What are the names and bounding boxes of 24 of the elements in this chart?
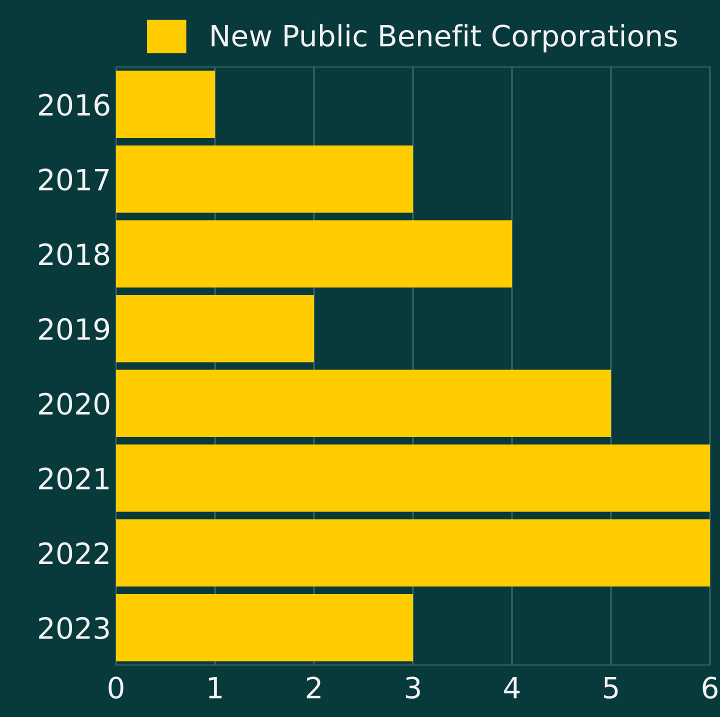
bar <box>116 370 611 438</box>
y-tick-label: 2021 <box>39 468 108 490</box>
x-tick-label: 5 <box>604 677 618 699</box>
legend-label: New Public Benefit Corporations <box>212 24 677 52</box>
bar <box>116 70 215 138</box>
y-tick-label: 2018 <box>39 243 110 266</box>
x-tick-label: 4 <box>504 677 520 698</box>
x-tick-label: 6 <box>702 676 718 699</box>
x-tick-label: 1 <box>208 677 222 698</box>
x-tick-label: 0 <box>108 676 124 699</box>
y-tick-label: 2023 <box>39 617 109 640</box>
y-tick-label: 2019 <box>39 318 110 340</box>
y-tick-label: 2022 <box>39 542 108 564</box>
y-tick-label: 2017 <box>39 168 109 191</box>
bar <box>116 145 413 213</box>
bar <box>116 519 710 587</box>
bar <box>116 594 413 662</box>
x-tick-label: 2 <box>306 676 320 698</box>
bar <box>116 220 512 288</box>
y-tick-label: 2016 <box>39 94 110 116</box>
x-tick-label: 3 <box>406 676 420 699</box>
y-tick-label: 2020 <box>39 392 110 415</box>
bar <box>116 444 710 512</box>
bar <box>116 294 314 362</box>
